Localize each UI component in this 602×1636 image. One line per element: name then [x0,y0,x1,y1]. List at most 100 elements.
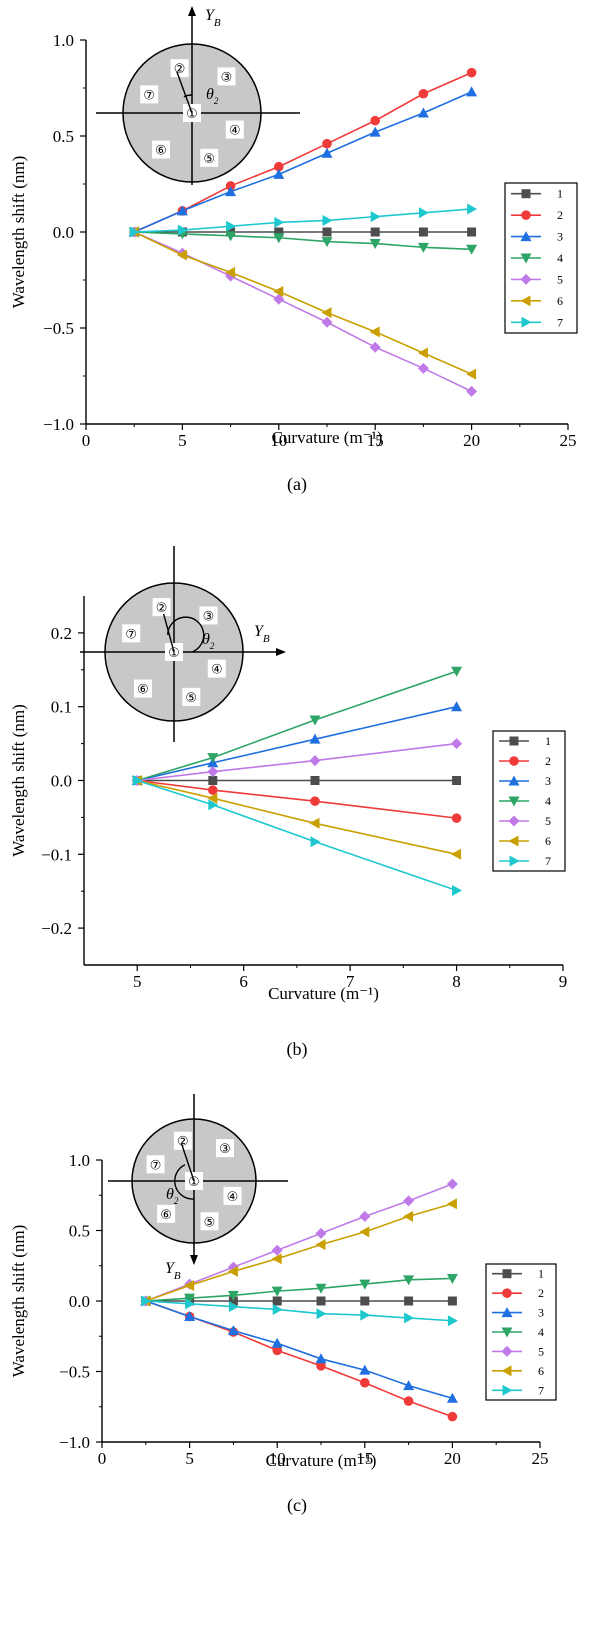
data-point-series-6 [369,326,380,338]
core-label-3: ③ [221,70,233,85]
x-tick-label: 5 [133,972,142,991]
data-point-series-7 [447,1315,458,1327]
y-axis-label: Wavelength shift (nm) [9,1225,28,1378]
data-point-series-3 [417,107,429,118]
panel-caption: (c) [287,1495,307,1516]
data-point-series-6 [225,266,236,278]
data-point-series-4 [309,715,321,726]
data-point-series-3 [369,126,381,137]
core-label-7: ⑦ [143,88,155,103]
data-point-series-5 [451,738,463,750]
series-line-3 [137,705,457,782]
legend-label-5: 5 [557,272,563,286]
legend-marker-7 [509,855,520,867]
inset-axis-label: YB [254,623,270,645]
series-line-7 [136,779,457,892]
legend-marker-2 [502,1288,512,1298]
series-line-6 [137,779,457,856]
core-box-7 [140,85,159,104]
core-box-7 [122,624,141,643]
x-tick-label: 20 [444,1449,461,1468]
angle-label: θ2 [166,1186,179,1206]
legend-label-2: 2 [538,1286,544,1300]
x-tick-label: 8 [452,972,461,991]
angle-ray [180,1143,195,1182]
y-tick-label: −0.5 [59,1363,90,1382]
core-box-2 [152,598,171,617]
legend-marker-6 [501,1365,512,1377]
core-label-4: ④ [229,124,241,139]
data-point-series-4 [227,1290,239,1301]
y-tick-label: 0.0 [69,1292,90,1311]
data-point-series-2 [370,115,381,126]
x-tick-label: 10 [269,1449,286,1468]
x-axis-label: Curvature (m⁻¹) [266,1451,377,1470]
data-point-series-1 [316,1296,326,1306]
y-tick-label: 1.0 [53,31,74,50]
panel-b: 5 6 7 8 9 0.2 0.1 0.0 −0.1 −0.2 Curvature (m⁻¹) Wav… [9,546,567,1060]
core-box-6 [133,679,152,698]
data-point-series-3 [466,86,478,97]
legend-label-2: 2 [557,208,563,222]
core-box-5 [200,148,219,167]
data-point-series-2 [310,796,320,806]
data-point-series-4 [321,237,333,248]
core-label-6: ⑥ [160,1208,172,1223]
data-point-series-4 [271,1286,283,1297]
x-tick-label: 20 [463,431,480,450]
inset-axis-arrow [190,1255,198,1265]
core-label-2: ② [156,601,168,616]
data-point-series-4 [446,1273,458,1284]
data-point-series-3 [309,733,321,744]
data-point-series-7 [132,775,143,786]
data-point-series-4 [417,242,429,253]
data-point-series-5 [369,341,381,353]
data-point-series-2 [418,88,429,99]
legend-label-1: 1 [557,187,563,201]
data-point-series-6 [184,1279,195,1291]
angle-ray [162,613,175,653]
data-point-series-6 [466,368,477,380]
data-point-series-6 [207,792,218,804]
data-point-series-6 [309,817,320,829]
inset-axis-label: YB [165,1260,181,1282]
core-label-1: ① [168,646,180,661]
x-tick-label: 10 [270,431,287,450]
legend-label-7: 7 [545,854,551,868]
data-point-series-3 [359,1364,371,1375]
legend-label-1: 1 [538,1267,544,1281]
data-point-series-7 [141,1295,152,1307]
angle-arc [183,94,193,98]
data-point-series-1 [404,1296,414,1306]
legend-marker-1 [509,736,519,746]
data-point-series-4 [273,233,285,244]
core-label-2: ② [177,1135,189,1150]
core-box-3 [216,1139,234,1158]
data-point-series-5 [207,766,219,778]
y-tick-label: −0.5 [43,319,74,338]
data-point-series-7 [228,1301,239,1313]
core-label-5: ⑤ [204,1215,216,1230]
core-box-2 [173,1131,192,1150]
data-point-series-1 [452,776,462,785]
x-tick-label: 5 [185,1449,194,1468]
inset-axis-arrow [188,6,196,16]
y-tick-label: 0.0 [53,223,74,242]
legend-label-7: 7 [557,315,563,329]
data-point-series-3 [446,1392,458,1403]
data-point-series-2 [447,1411,458,1422]
legend-marker-5 [501,1345,513,1357]
legend-label-3: 3 [538,1306,544,1320]
data-point-series-2 [225,181,236,191]
data-point-series-6 [271,1253,282,1265]
core-box-4 [207,659,226,678]
legend-label-4: 4 [557,251,563,265]
data-point-series-6 [403,1210,414,1222]
legend-label-1: 1 [545,734,551,748]
data-point-series-2 [451,813,462,823]
data-point-series-1 [272,1296,282,1306]
angle-ray [176,71,193,114]
x-tick-label: 9 [559,972,568,991]
legend-marker-3 [508,775,520,786]
